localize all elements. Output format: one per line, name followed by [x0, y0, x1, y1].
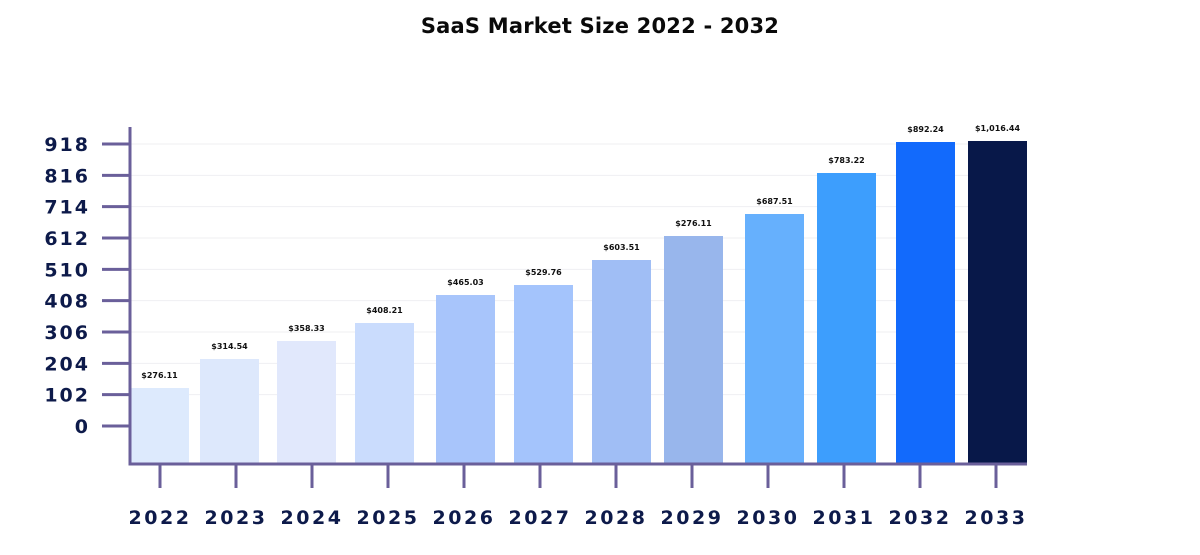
bar-value-label: $783.22 — [828, 156, 864, 165]
bar-2024 — [277, 341, 336, 464]
bar-2031 — [817, 173, 876, 464]
bar-value-label: $1,016.44 — [975, 124, 1020, 133]
bar-2028 — [592, 260, 651, 464]
x-tick-label: 2027 — [509, 507, 572, 529]
bar-value-label: $276.11 — [675, 219, 712, 228]
y-tick-label: 612 — [44, 228, 90, 250]
y-axis-ticks: 0 102 204 306 408 510 612 714 816 918 — [44, 134, 130, 438]
y-tick-label: 714 — [44, 197, 90, 219]
bar-value-label: $892.24 — [907, 125, 944, 134]
bar-2026 — [436, 295, 495, 464]
x-axis-ticks: 2022 2023 2024 2025 2026 2027 2028 2029 2030 2031… — [129, 464, 1028, 529]
x-tick-label: 2023 — [205, 507, 268, 529]
bar-value-label: $276.11 — [141, 371, 178, 380]
x-tick-label: 2032 — [889, 507, 952, 529]
y-tick-label: 306 — [44, 322, 90, 344]
bar-value-label: $465.03 — [447, 278, 483, 287]
y-tick-label: 102 — [44, 385, 90, 407]
y-tick-label: 816 — [44, 165, 90, 187]
bar-2032 — [896, 142, 955, 464]
bars: $276.11 $314.54 $358.33 $408.21 $465.03 $529.… — [130, 124, 1027, 464]
bar-2023 — [200, 359, 259, 464]
x-tick-label: 2030 — [737, 507, 800, 529]
bar-2030 — [745, 214, 804, 464]
y-tick-label: 204 — [44, 353, 90, 375]
axes — [128, 127, 1027, 466]
bar-2033 — [968, 141, 1027, 464]
y-tick-label: 408 — [44, 291, 90, 313]
bar-value-label: $314.54 — [211, 342, 248, 351]
y-tick-label: 0 — [75, 416, 90, 438]
bar-2029 — [664, 236, 723, 464]
x-tick-label: 2033 — [965, 507, 1028, 529]
x-tick-label: 2026 — [433, 507, 496, 529]
bar-value-label: $603.51 — [603, 243, 640, 252]
x-tick-label: 2031 — [813, 507, 876, 529]
bar-value-label: $687.51 — [756, 197, 793, 206]
bar-2022 — [130, 388, 189, 464]
chart-title: SaaS Market Size 2022 - 2032 — [420, 14, 780, 38]
x-tick-label: 2028 — [585, 507, 648, 529]
x-tick-label: 2022 — [129, 507, 192, 529]
gridlines — [130, 143, 1027, 396]
bar-2025 — [355, 323, 414, 464]
bar-value-label: $408.21 — [366, 306, 403, 315]
bar-2027 — [514, 285, 573, 464]
x-tick-label: 2024 — [281, 507, 344, 529]
y-tick-label: 918 — [44, 134, 90, 156]
bar-value-label: $529.76 — [525, 268, 562, 277]
x-tick-label: 2029 — [661, 507, 724, 529]
x-tick-label: 2025 — [357, 507, 420, 529]
bar-value-label: $358.33 — [288, 324, 324, 333]
y-tick-label: 510 — [44, 259, 90, 281]
